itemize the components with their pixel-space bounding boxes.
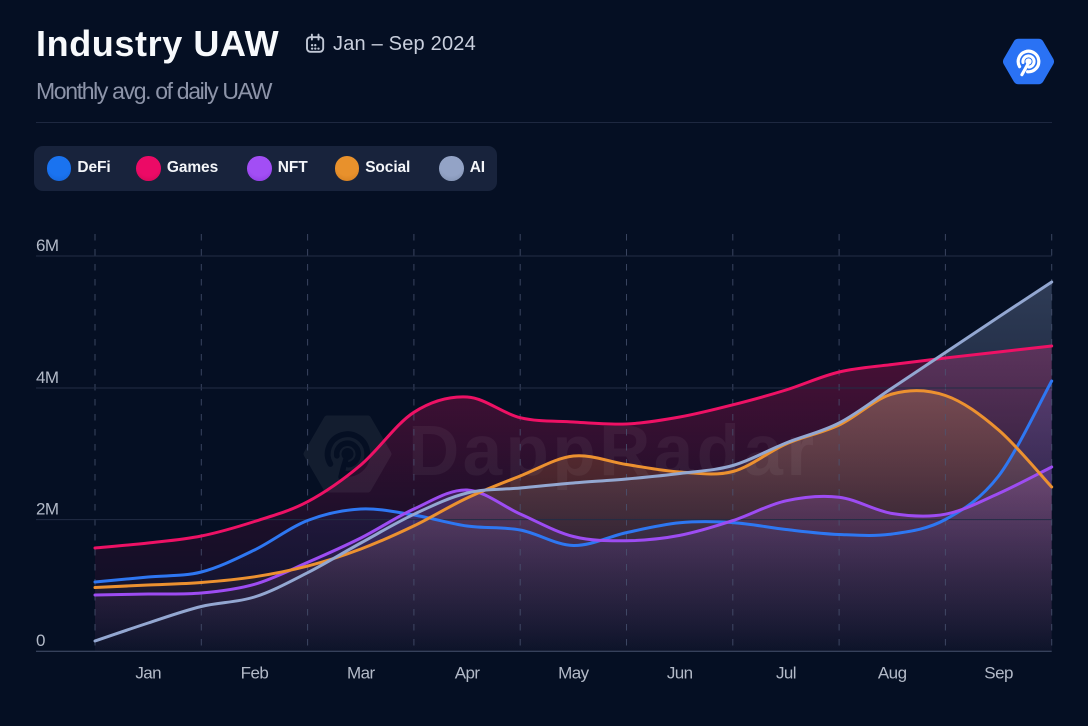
svg-text:Jul: Jul [776, 664, 796, 683]
svg-text:4M: 4M [36, 368, 59, 387]
svg-text:Jun: Jun [667, 664, 693, 683]
svg-text:Apr: Apr [455, 664, 481, 683]
svg-text:Mar: Mar [347, 664, 376, 683]
svg-text:May: May [558, 664, 590, 683]
svg-text:0: 0 [36, 631, 45, 650]
svg-text:Feb: Feb [241, 664, 269, 683]
svg-text:6M: 6M [36, 236, 59, 255]
svg-text:2M: 2M [36, 499, 59, 518]
svg-text:Sep: Sep [984, 664, 1013, 683]
svg-text:Jan: Jan [135, 664, 161, 683]
svg-text:Aug: Aug [878, 664, 907, 683]
